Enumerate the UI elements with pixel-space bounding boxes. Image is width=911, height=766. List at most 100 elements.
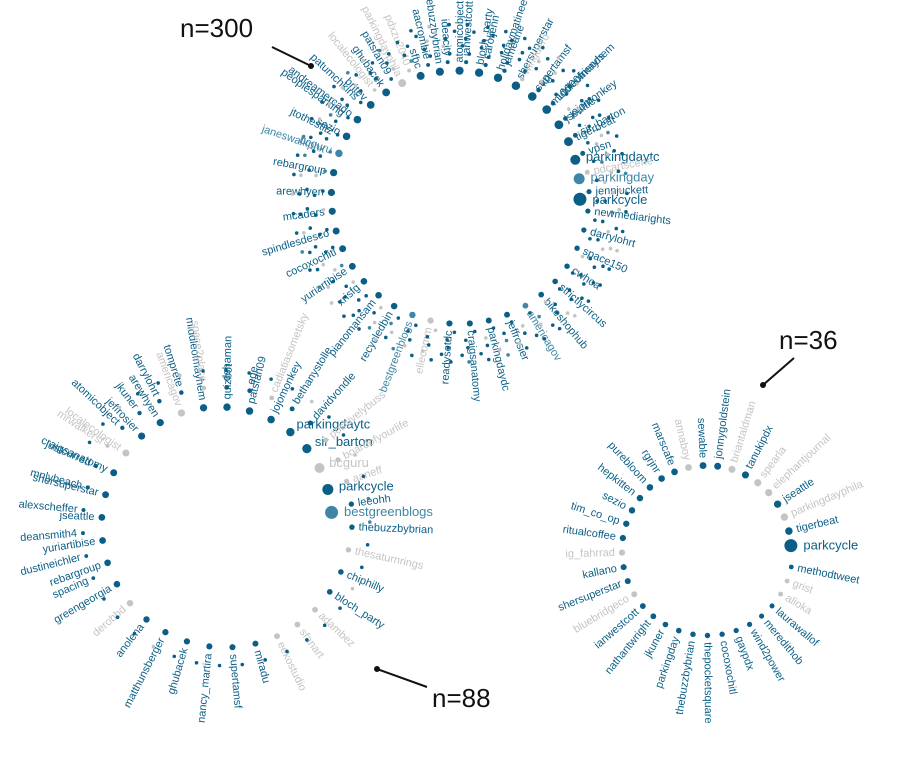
- network_300-node: [383, 335, 388, 340]
- network_300-node: [389, 77, 394, 81]
- network_300-node: [561, 68, 565, 73]
- network_300-node: [298, 212, 303, 217]
- network_36-node: [671, 468, 678, 476]
- network_88-node: [289, 406, 295, 412]
- network_300-node: [422, 47, 427, 52]
- network_36-node: [785, 527, 793, 535]
- network_300-node: [505, 61, 510, 65]
- network_300-node: [554, 120, 564, 130]
- network_300-node: [581, 227, 587, 233]
- network_36-node: [746, 621, 753, 627]
- network_300-node: [323, 169, 327, 173]
- network_300-node: [351, 280, 356, 284]
- network_300-node: [364, 294, 368, 298]
- network_36-node: [646, 484, 654, 491]
- network_88-node-label: quizbot: [221, 364, 235, 400]
- network_88-node: [245, 407, 254, 415]
- network_300-node: [301, 134, 306, 139]
- network_300-node: [587, 124, 591, 129]
- network_88-node-label: leeohh: [357, 493, 391, 509]
- network_300-node: [606, 130, 610, 135]
- network_300-node: [356, 298, 361, 302]
- network_36-node: [719, 631, 725, 637]
- network_300-node: [539, 322, 543, 327]
- network_88-node: [183, 638, 191, 645]
- network_300-node: [377, 48, 382, 53]
- network_300-node: [429, 358, 433, 362]
- network_300-node: [368, 71, 373, 75]
- network_88-node: [143, 616, 150, 623]
- network_300-node: [534, 333, 539, 338]
- network_300-node: [491, 33, 495, 38]
- network_88-node-label: jseattle: [58, 510, 94, 523]
- network_88-node-label: derobbd: [90, 603, 128, 639]
- network_300-node: [568, 84, 572, 89]
- network_300-node: [331, 279, 335, 284]
- network_88-node: [335, 457, 341, 463]
- network_300-node: [580, 254, 585, 259]
- network_300-node: [305, 207, 310, 211]
- network_88-node: [113, 580, 121, 588]
- callout-n300-dot: [308, 63, 314, 69]
- network_300-node: [333, 119, 338, 124]
- network_300-node: [300, 250, 305, 254]
- network_300-node: [445, 338, 449, 342]
- network_300-node: [586, 189, 592, 195]
- network_300-node: [553, 71, 557, 75]
- network_300-node: [317, 232, 322, 237]
- network_300-node: [346, 70, 350, 75]
- network_300-node: [338, 300, 342, 304]
- network_300-node: [425, 335, 430, 339]
- network_300-node: [340, 85, 345, 90]
- network_300-node: [446, 320, 453, 327]
- network_88-node: [305, 638, 309, 642]
- network_300-node: [485, 317, 492, 324]
- network_300-node: [497, 348, 502, 352]
- network_300-node: [299, 173, 303, 177]
- network_300-node: [446, 345, 451, 350]
- network_36-node: [778, 591, 784, 597]
- network_88-node: [322, 483, 334, 495]
- network_300-node: [382, 88, 391, 97]
- network_300-node: [483, 62, 488, 68]
- network_300-node: [359, 89, 363, 93]
- network_88-node: [350, 586, 355, 591]
- network_300-node: [372, 320, 377, 325]
- network_88-node: [85, 485, 90, 490]
- network_300-node: [499, 50, 504, 55]
- network_300-node: [504, 311, 510, 318]
- network_300-node: [366, 101, 375, 109]
- network_88-node: [102, 597, 106, 601]
- network_300-node: [555, 311, 559, 315]
- network_300-node: [340, 97, 344, 102]
- network_300-node: [297, 192, 302, 196]
- network_300-node: [623, 171, 628, 176]
- callout-n300-pointer: [271, 46, 312, 67]
- network_88-node: [307, 420, 313, 426]
- network_300-node: [294, 231, 299, 235]
- network_88-node: [132, 631, 137, 636]
- network_300-node: [523, 36, 527, 41]
- network_88-node-label: alexscheffer: [18, 498, 78, 515]
- network_36-node-label: sewable: [695, 418, 709, 459]
- network_88-node: [179, 390, 184, 395]
- network_88-node: [194, 661, 199, 665]
- callout-n88-pointer: [376, 668, 428, 688]
- network_300-node: [614, 226, 619, 231]
- network_300-node: [439, 352, 444, 357]
- network_300-node: [550, 323, 555, 327]
- network_300-node-label: arewhyen: [276, 185, 324, 198]
- network_88-highlight-label: parkcycle: [339, 479, 394, 494]
- network_88-node: [178, 373, 182, 378]
- network_36-node: [623, 520, 630, 527]
- network_36-node: [714, 462, 722, 470]
- network_36-node: [620, 564, 627, 571]
- network_36-node: [685, 464, 692, 471]
- network_300-node: [624, 209, 628, 214]
- callout-n36-label: n=36: [779, 325, 838, 355]
- network_300-node: [460, 44, 465, 48]
- network_300-node: [620, 151, 624, 156]
- network_300-node: [353, 115, 362, 124]
- network_88-node: [252, 640, 259, 647]
